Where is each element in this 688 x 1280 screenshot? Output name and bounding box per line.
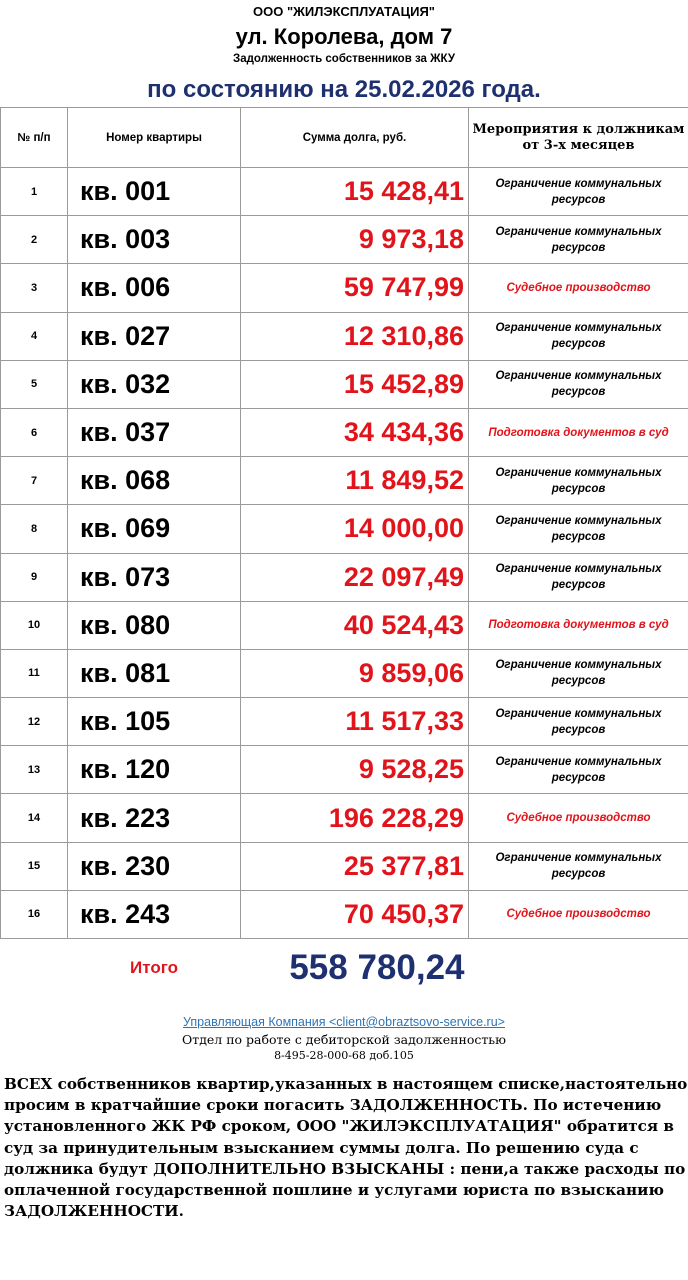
total-label: Итого — [130, 957, 178, 977]
measure: Ограничение коммунальных ресурсов — [468, 311, 688, 361]
table-header: № п/п Номер квартиры Сумма долга, руб. М… — [0, 107, 688, 168]
apartment-number: кв. 001 — [67, 166, 241, 217]
row-number: 16 — [0, 889, 68, 940]
measure: Судебное производство — [468, 263, 688, 313]
company-email-link[interactable]: Управляющая Компания <client@obraztsovo-… — [183, 1015, 505, 1029]
measure: Подготовка документов в суд — [468, 600, 688, 650]
debt-amount: 196 228,29 — [240, 793, 469, 843]
table-row: 10 кв. 080 40 524,43 Подготовка документов … — [0, 600, 688, 650]
row-number: 4 — [0, 311, 68, 361]
table-row: 12 кв. 105 11 517,33 Ограничение коммунальн… — [0, 697, 688, 747]
department: Отдел по работе с дебиторской задолженно… — [182, 1032, 506, 1047]
col-measures: Мероприятия к должникам от 3-х месяцев — [468, 107, 688, 168]
row-number: 6 — [0, 407, 68, 458]
table-row: 3 кв. 006 59 747,99 Судебное производство — [0, 263, 688, 313]
table-row: 11 кв. 081 9 859,06 Ограничение коммунальны… — [0, 648, 688, 699]
col-debt: Сумма долга, руб. — [240, 107, 469, 168]
debt-amount: 9 973,18 — [240, 215, 469, 265]
debt-amount: 12 310,86 — [240, 311, 469, 361]
row-number: 11 — [0, 648, 68, 699]
debt-amount: 15 428,41 — [240, 166, 469, 217]
address-title: ул. Королева, дом 7 — [235, 24, 453, 49]
debt-amount: 9 528,25 — [240, 745, 469, 795]
row-number: 12 — [0, 697, 68, 747]
row-number: 14 — [0, 793, 68, 843]
measure: Судебное производство — [468, 889, 688, 940]
row-number: 15 — [0, 841, 68, 891]
apartment-number: кв. 032 — [67, 359, 241, 409]
table-row: 8 кв. 069 14 000,00 Ограничение коммунальны… — [0, 504, 688, 554]
table-row: 7 кв. 068 11 849,52 Ограничение коммунальны… — [0, 456, 688, 506]
measure: Ограничение коммунальных ресурсов — [468, 456, 688, 506]
notice-text: ВСЕХ собственников квартир,указанных в н… — [4, 1075, 688, 1221]
table-row: 1 кв. 001 15 428,41 Ограничение коммунальны… — [0, 166, 688, 217]
measure: Ограничение коммунальных ресурсов — [468, 697, 688, 747]
debt-amount: 11 517,33 — [240, 697, 469, 747]
apartment-number: кв. 073 — [67, 552, 241, 602]
debt-amount: 14 000,00 — [240, 504, 469, 554]
apartment-number: кв. 230 — [67, 841, 241, 891]
row-number: 5 — [0, 359, 68, 409]
col-number: № п/п — [0, 107, 68, 168]
table-row: 13 кв. 120 9 528,25 Ограничение коммунальны… — [0, 745, 688, 795]
subtitle: Задолженность собственников за ЖКУ — [233, 53, 455, 65]
debt-amount: 25 377,81 — [240, 841, 469, 891]
apartment-number: кв. 069 — [67, 504, 241, 554]
row-number: 10 — [0, 600, 68, 650]
debt-amount: 40 524,43 — [240, 600, 469, 650]
row-number: 2 — [0, 215, 68, 265]
measure: Ограничение коммунальных ресурсов — [468, 841, 688, 891]
date-line: по состоянию на 25.02.2026 года. — [147, 76, 541, 103]
table-row: 2 кв. 003 9 973,18 Ограничение коммунальных… — [0, 215, 688, 265]
apartment-number: кв. 027 — [67, 311, 241, 361]
debt-amount: 22 097,49 — [240, 552, 469, 602]
measure: Подготовка документов в суд — [468, 407, 688, 458]
measure: Ограничение коммунальных ресурсов — [468, 745, 688, 795]
apartment-number: кв. 003 — [67, 215, 241, 265]
total-row: Итого 558 780,24 — [1, 939, 688, 997]
debt-amount: 15 452,89 — [240, 359, 469, 409]
measure: Ограничение коммунальных ресурсов — [468, 648, 688, 699]
apartment-number: кв. 068 — [67, 456, 241, 506]
debt-amount: 70 450,37 — [240, 889, 469, 940]
measure: Ограничение коммунальных ресурсов — [468, 504, 688, 554]
table-row: 5 кв. 032 15 452,89 Ограничение коммунальны… — [0, 359, 688, 409]
apartment-number: кв. 080 — [67, 600, 241, 650]
debt-table: № п/п Номер квартиры Сумма долга, руб. М… — [0, 107, 688, 997]
company-name: ООО "ЖИЛЭКСПЛУАТАЦИЯ" — [253, 4, 435, 19]
phone: 8-495-28-000-68 доб.105 — [274, 1049, 414, 1062]
apartment-number: кв. 037 — [67, 407, 241, 458]
measure: Судебное производство — [468, 793, 688, 843]
row-number: 7 — [0, 456, 68, 506]
table-row: 14 кв. 223 196 228,29 Судебное производство — [0, 793, 688, 843]
table-row: 16 кв. 243 70 450,37 Судебное производство — [0, 889, 688, 940]
row-number: 8 — [0, 504, 68, 554]
apartment-number: кв. 081 — [67, 648, 241, 699]
debt-amount: 9 859,06 — [240, 648, 469, 699]
measure: Ограничение коммунальных ресурсов — [468, 552, 688, 602]
table-row: 15 кв. 230 25 377,81 Ограничение коммунальн… — [0, 841, 688, 891]
apartment-number: кв. 223 — [67, 793, 241, 843]
apartment-number: кв. 243 — [67, 889, 241, 940]
total-value: 558 780,24 — [289, 947, 465, 987]
table-row: 9 кв. 073 22 097,49 Ограничение коммунальны… — [0, 552, 688, 602]
measure: Ограничение коммунальных ресурсов — [468, 215, 688, 265]
apartment-number: кв. 120 — [67, 745, 241, 795]
apartment-number: кв. 006 — [67, 263, 241, 313]
row-number: 3 — [0, 263, 68, 313]
measure: Ограничение коммунальных ресурсов — [468, 359, 688, 409]
debt-amount: 59 747,99 — [240, 263, 469, 313]
table-row: 6 кв. 037 34 434,36 Подготовка документов в… — [0, 407, 688, 458]
row-number: 9 — [0, 552, 68, 602]
apartment-number: кв. 105 — [67, 697, 241, 747]
row-number: 13 — [0, 745, 68, 795]
table-row: 4 кв. 027 12 310,86 Ограничение коммунальны… — [0, 311, 688, 361]
col-apartment: Номер квартиры — [67, 107, 241, 168]
measure: Ограничение коммунальных ресурсов — [468, 166, 688, 217]
row-number: 1 — [0, 166, 68, 217]
debt-amount: 34 434,36 — [240, 407, 469, 458]
debt-amount: 11 849,52 — [240, 456, 469, 506]
